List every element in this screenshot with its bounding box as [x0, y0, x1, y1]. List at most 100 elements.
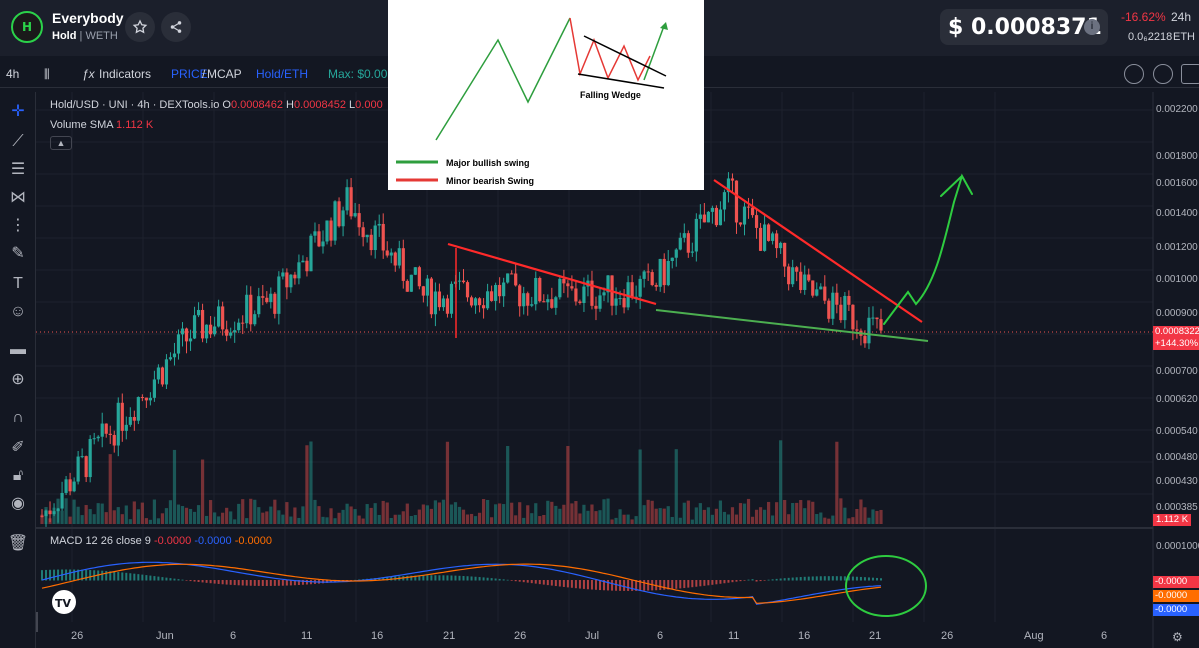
- volume-bar: [469, 513, 474, 524]
- volume-bars: [40, 440, 883, 524]
- macd-line: [41, 561, 882, 605]
- magnet-icon[interactable]: ∩: [12, 409, 24, 426]
- volume-bar: [775, 502, 779, 524]
- horizontal-lines-icon[interactable]: ☰: [10, 161, 26, 178]
- trend-line-icon[interactable]: ⟋: [12, 133, 24, 150]
- volume-bar: [341, 509, 345, 524]
- lock-icon[interactable]: 🔓︎: [12, 467, 24, 484]
- macd-bar: [635, 580, 638, 591]
- emoji-icon[interactable]: ☺: [9, 303, 27, 320]
- pattern-icon[interactable]: ⋈: [10, 189, 26, 206]
- candle-body: [461, 280, 466, 283]
- collapse-legend-button[interactable]: ▲: [50, 136, 72, 150]
- zoom-in-icon[interactable]: ⊕: [11, 371, 25, 388]
- macd-bar: [759, 580, 762, 582]
- macd-bar: [743, 580, 746, 581]
- macd-bar: [715, 580, 718, 585]
- candle-body: [754, 215, 759, 228]
- price-value: $ 0.0008371: [948, 14, 1102, 40]
- macd-bar: [735, 580, 738, 582]
- macd-bar: [767, 579, 770, 581]
- macd-bar: [89, 570, 92, 581]
- candle-body: [401, 248, 405, 281]
- symbol-line: Hold/USD · UNI · 4h · DEXTools.io: [50, 99, 220, 111]
- favorite-button[interactable]: [125, 12, 155, 42]
- macd-bar: [691, 580, 694, 588]
- macd-bar: [101, 570, 104, 581]
- tradingview-logo[interactable]: TV: [52, 590, 76, 614]
- volume-bar: [209, 500, 213, 524]
- candle-body: [357, 213, 361, 228]
- volume-bar: [112, 510, 116, 524]
- candle-body: [750, 207, 755, 216]
- price-tick: 0.001400: [1156, 208, 1198, 219]
- candle-body: [718, 209, 723, 226]
- breakout-swing-path: [643, 25, 665, 81]
- high-value: 0.0008452: [293, 99, 346, 111]
- price-toggle[interactable]: PRICE: [171, 67, 208, 81]
- share-button[interactable]: [161, 12, 191, 42]
- candle-body: [670, 257, 674, 261]
- brush-icon[interactable]: ✎: [11, 245, 25, 262]
- candle-body: [365, 234, 369, 238]
- candles-icon[interactable]: ⫼: [44, 67, 50, 81]
- indicators-icon[interactable]: ƒx: [82, 67, 95, 81]
- lock-drawings-icon[interactable]: ✐: [11, 439, 25, 456]
- candle-body: [606, 275, 610, 293]
- candle-body: [614, 298, 618, 306]
- settings-icon[interactable]: [1153, 64, 1173, 84]
- macd-bar: [149, 575, 152, 581]
- volume-bar: [855, 509, 859, 524]
- volume-bar: [811, 501, 815, 524]
- candle-body: [855, 329, 859, 331]
- macd-circle-annotation: [845, 555, 927, 617]
- mcap-toggle[interactable]: MCAP: [207, 67, 242, 81]
- candle-body: [791, 267, 795, 285]
- volume-bar: [481, 499, 486, 524]
- settings-gear-icon[interactable]: ⚙: [1172, 630, 1183, 644]
- volume-bar: [249, 498, 253, 524]
- eye-icon[interactable]: ◉: [11, 495, 25, 512]
- info-icon[interactable]: i: [1084, 19, 1100, 35]
- candle-body: [506, 273, 510, 283]
- volume-tag: 1.112 K: [1153, 514, 1191, 526]
- candle-body: [518, 285, 522, 307]
- indicators-button[interactable]: Indicators: [99, 67, 152, 81]
- macd-bar: [354, 579, 357, 581]
- text-icon[interactable]: T: [13, 275, 23, 292]
- macd-bar: [799, 577, 802, 581]
- candle-body: [449, 283, 454, 314]
- volume-bar: [345, 503, 349, 524]
- volume-bar: [783, 499, 787, 524]
- interval-button[interactable]: 4h: [6, 67, 20, 81]
- macd-bar: [233, 580, 236, 586]
- macd-bar: [269, 580, 272, 586]
- time-label: 6: [230, 630, 237, 642]
- macd-bar: [755, 580, 758, 582]
- time-scroll-handle[interactable]: [36, 612, 38, 632]
- candle-body: [787, 266, 791, 285]
- volume-bar: [397, 514, 401, 524]
- candle-body: [851, 304, 855, 330]
- candle-body: [84, 456, 88, 478]
- screenshot-icon[interactable]: [1181, 64, 1199, 84]
- candle-body: [714, 207, 719, 226]
- candle-body: [56, 508, 60, 512]
- macd-label: MACD 12 26 close 9: [50, 535, 151, 547]
- volume-bar: [188, 508, 193, 524]
- macd-bar: [221, 580, 224, 585]
- candle-body: [152, 379, 157, 398]
- ruler-icon[interactable]: ▬: [10, 341, 26, 358]
- candle-body: [40, 515, 44, 517]
- volume-bar: [799, 500, 803, 524]
- volume-bar: [678, 517, 682, 524]
- candlesticks: [40, 172, 883, 527]
- volume-bar: [594, 511, 598, 524]
- pair-toggle[interactable]: Hold/ETH: [256, 67, 309, 81]
- zoom-icon[interactable]: [1124, 64, 1144, 84]
- candle-body: [156, 367, 161, 380]
- candle-body: [369, 234, 373, 251]
- trash-icon[interactable]: 🗑︎: [7, 535, 29, 552]
- fib-icon[interactable]: ⋮: [10, 217, 26, 234]
- crosshair-icon[interactable]: ✛: [11, 103, 25, 120]
